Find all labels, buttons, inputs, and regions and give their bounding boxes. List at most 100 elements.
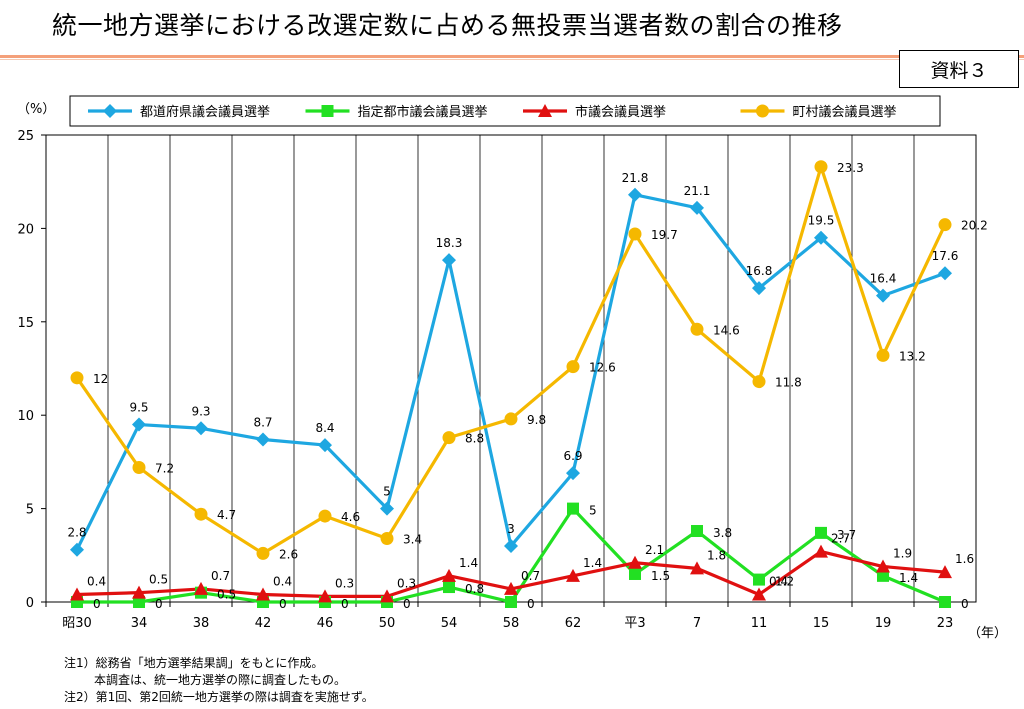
data-label: 18.3: [436, 236, 463, 250]
data-point: [132, 461, 146, 475]
data-point: [505, 596, 517, 608]
data-point: [628, 555, 642, 569]
data-point: [690, 200, 704, 215]
page-title: 統一地方選挙における改選定数に占める無投票当選者数の割合の推移: [52, 11, 843, 40]
data-label: 11.8: [775, 376, 802, 390]
legend: [69, 95, 941, 127]
data-label: 12.6: [589, 361, 616, 375]
data-point: [70, 542, 84, 557]
x-tick-label: 34: [131, 616, 148, 631]
data-point: [815, 526, 827, 539]
data-label: 0.4: [769, 575, 788, 589]
data-point: [566, 568, 580, 582]
data-point: [194, 507, 208, 521]
legend-label: 指定都市議会議員選挙: [358, 104, 488, 120]
data-label: 4.7: [217, 508, 236, 522]
data-label: 14.6: [713, 323, 740, 337]
data-point: [194, 581, 208, 595]
data-label: 0: [961, 597, 969, 611]
data-label: 0: [403, 597, 411, 611]
data-point: [752, 281, 766, 296]
data-point: [443, 581, 455, 594]
data-point: [566, 466, 580, 481]
data-point: [756, 104, 769, 118]
data-point: [380, 501, 394, 516]
data-point: [538, 104, 552, 117]
data-point: [70, 371, 84, 385]
data-label: 23.3: [837, 161, 864, 175]
data-label: 8.7: [253, 415, 272, 429]
data-point: [442, 431, 456, 445]
data-point: [938, 565, 952, 579]
data-label: 6.9: [563, 449, 582, 463]
data-label: 9.5: [129, 401, 148, 415]
data-label: 0: [155, 597, 163, 611]
data-label: 5: [383, 485, 391, 499]
footnotes: 注1）総務省「地方選挙結果調」をもとに作成。 本調査は、統一地方選挙の際に調査し…: [64, 655, 374, 706]
data-point: [939, 596, 951, 608]
data-point: [752, 587, 766, 601]
data-label: 2.6: [279, 547, 298, 561]
data-label: 0: [527, 597, 535, 611]
data-point: [753, 573, 765, 586]
x-tick-label: 15: [813, 616, 830, 631]
data-point: [194, 421, 208, 436]
y-tick-label: 5: [26, 503, 34, 518]
data-point: [70, 587, 84, 601]
legend-label: 町村議会議員選挙: [793, 105, 897, 120]
data-label: 1.6: [955, 552, 974, 566]
x-tick-label: 平3: [624, 616, 645, 631]
data-point: [318, 509, 332, 523]
data-label: 5: [589, 504, 597, 518]
data-point: [877, 569, 889, 582]
x-tick-label: 23: [937, 616, 954, 631]
data-point: [321, 105, 334, 117]
y-axis-label: （%）: [17, 102, 55, 117]
data-point: [628, 187, 642, 202]
data-label: 9.8: [527, 413, 546, 427]
data-point: [628, 227, 642, 241]
y-tick-label: 20: [17, 222, 34, 237]
data-label: 21.1: [684, 184, 711, 198]
data-label: 3.8: [713, 526, 732, 540]
data-label: 0.3: [335, 576, 354, 590]
plot-area: [45, 134, 977, 603]
x-tick-label: 58: [503, 616, 520, 631]
data-point: [442, 253, 456, 268]
data-label: 17.6: [932, 249, 959, 263]
data-label: 19.7: [651, 228, 678, 242]
data-label: 0: [341, 597, 349, 611]
x-tick-label: 50: [379, 616, 396, 631]
data-label: 7.2: [155, 462, 174, 476]
data-point: [256, 546, 270, 560]
y-tick-label: 25: [17, 129, 34, 144]
data-point: [567, 502, 579, 515]
document-badge: 資料３: [899, 50, 1019, 88]
data-point: [629, 567, 641, 580]
x-tick-label: 7: [693, 616, 701, 631]
x-tick-label: 11: [751, 616, 768, 631]
data-label: 2.8: [67, 526, 86, 540]
data-label: 1.5: [651, 569, 670, 583]
legend-label: 都道府県議会議員選挙: [140, 105, 270, 120]
data-point: [256, 587, 270, 601]
data-label: 0: [93, 597, 101, 611]
data-point: [566, 360, 580, 374]
data-point: [814, 230, 828, 245]
footnote-1: 注1）総務省「地方選挙結果調」をもとに作成。: [64, 656, 324, 670]
data-label: 0.4: [273, 575, 292, 589]
data-label: 16.8: [746, 264, 773, 278]
data-point: [318, 589, 332, 603]
data-point: [814, 160, 828, 174]
data-label: 0.7: [521, 569, 540, 583]
data-point: [504, 412, 518, 426]
data-label: 1.4: [583, 556, 602, 570]
data-label: 0.5: [149, 573, 168, 587]
data-label: 1.4: [899, 571, 918, 585]
data-label: 4.6: [341, 510, 360, 524]
y-tick-label: 10: [17, 409, 34, 424]
data-label: 19.5: [808, 214, 835, 228]
title-divider-thin: [0, 59, 1024, 60]
data-label: 13.2: [899, 349, 926, 363]
